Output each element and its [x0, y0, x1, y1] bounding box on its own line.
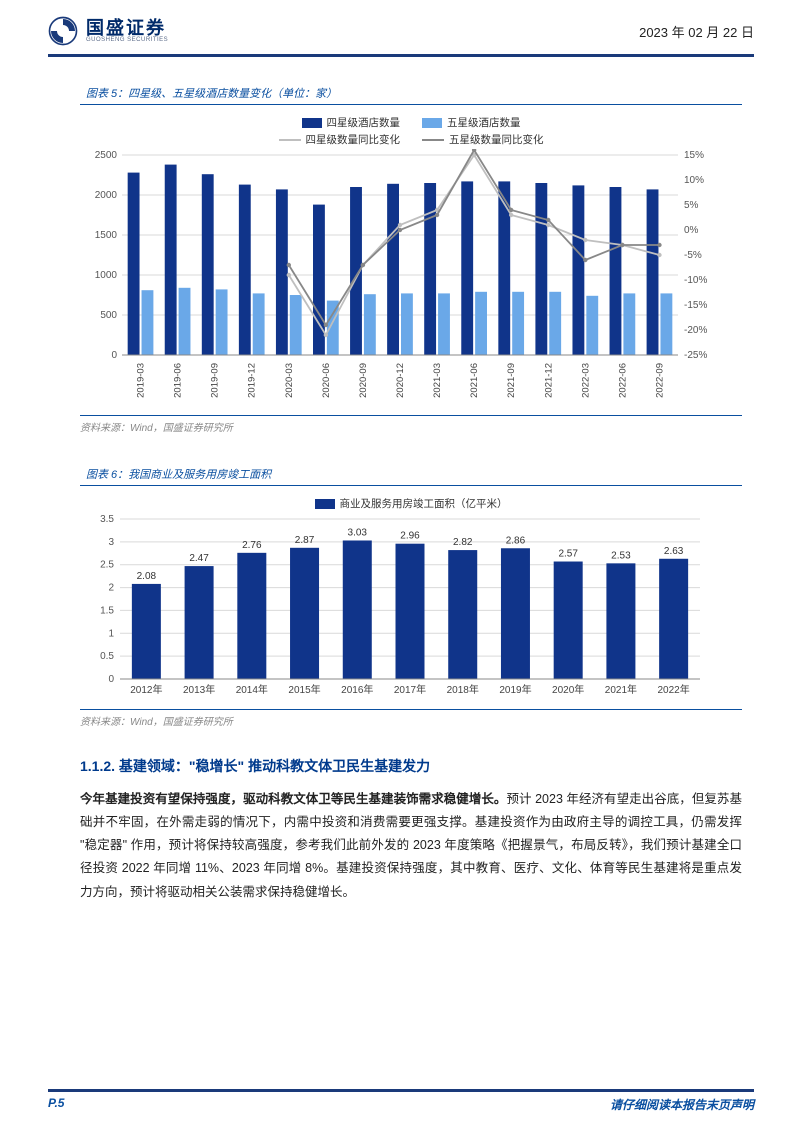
svg-text:1500: 1500 — [95, 230, 118, 241]
svg-text:1.5: 1.5 — [100, 605, 114, 616]
svg-text:2.82: 2.82 — [453, 537, 473, 548]
report-date: 2023 年 02 月 22 日 — [639, 22, 754, 41]
svg-text:2020-06: 2020-06 — [321, 363, 332, 398]
logo-block: 国盛证券 GUOSHENG SECURITIES — [48, 16, 168, 46]
svg-text:2.63: 2.63 — [664, 546, 684, 557]
svg-text:2019-03: 2019-03 — [136, 363, 147, 398]
svg-text:0: 0 — [108, 674, 114, 685]
chart5-source: 资料来源：Wind，国盛证券研究所 — [80, 415, 742, 434]
svg-text:2020年: 2020年 — [552, 683, 584, 696]
para-rest: 预计 2023 年经济有望走出谷底，但复苏基础并不牢固，在外需走弱的情况下，内需… — [80, 792, 742, 899]
chart5-legend-line1: 四星级数量同比变化 — [306, 132, 401, 147]
chart6-legend: 商业及服务用房竣工面积（亿平米） — [340, 496, 508, 511]
footer-divider — [48, 1089, 754, 1092]
svg-text:2022-03: 2022-03 — [580, 363, 591, 398]
header-divider — [48, 54, 754, 57]
svg-text:3: 3 — [108, 537, 114, 548]
svg-text:2021-09: 2021-09 — [506, 363, 517, 398]
chart5-container: 四星级酒店数量 五星级酒店数量 四星级数量同比变化 五星级数量同比变化 0 500… — [80, 115, 742, 409]
svg-text:1: 1 — [108, 628, 114, 639]
svg-text:-10%: -10% — [684, 275, 707, 286]
svg-text:2019-06: 2019-06 — [173, 363, 184, 398]
para-bold: 今年基建投资有望保持强度，驱动科教文体卫等民生基建装饰需求稳健增长。 — [80, 792, 506, 806]
chart6-svg: 00.511.522.533.52.082012年2.472013年2.7620… — [80, 513, 720, 703]
svg-text:2.87: 2.87 — [295, 535, 315, 546]
svg-text:2022-06: 2022-06 — [617, 363, 628, 398]
svg-text:-20%: -20% — [684, 325, 707, 336]
svg-text:3.03: 3.03 — [348, 527, 368, 538]
svg-text:2.76: 2.76 — [242, 540, 262, 551]
svg-text:2021年: 2021年 — [605, 683, 637, 696]
company-name-cn: 国盛证券 — [86, 19, 168, 37]
chart5-legend-bar1: 四星级酒店数量 — [327, 115, 401, 130]
chart6-title: 图表 6：我国商业及服务用房竣工面积 — [80, 462, 742, 486]
svg-text:2.86: 2.86 — [506, 535, 526, 546]
svg-text:2016年: 2016年 — [341, 683, 373, 696]
svg-text:1000: 1000 — [95, 270, 118, 281]
svg-text:2.96: 2.96 — [400, 531, 420, 542]
svg-text:2022-09: 2022-09 — [654, 363, 665, 398]
svg-text:0.5: 0.5 — [100, 651, 114, 662]
svg-text:2.57: 2.57 — [558, 549, 578, 560]
page-header: 国盛证券 GUOSHENG SECURITIES 2023 年 02 月 22 … — [0, 0, 802, 54]
svg-text:2021-06: 2021-06 — [469, 363, 480, 398]
chart5-title: 图表 5：四星级、五星级酒店数量变化（单位：家） — [80, 81, 742, 105]
svg-text:2019-12: 2019-12 — [247, 363, 258, 398]
svg-text:-25%: -25% — [684, 350, 707, 361]
footer-disclaimer: 请仔细阅读本报告末页声明 — [610, 1096, 754, 1113]
svg-text:2019-09: 2019-09 — [210, 363, 221, 398]
svg-text:2020-09: 2020-09 — [358, 363, 369, 398]
svg-text:5%: 5% — [684, 200, 699, 211]
chart5-svg: 0 500 1000 1500 2000 2500 -25% -20% -15% -10% -5% 0… — [80, 149, 720, 409]
svg-text:2021-12: 2021-12 — [543, 363, 554, 398]
chart6-source: 资料来源：Wind，国盛证券研究所 — [80, 709, 742, 728]
svg-text:15%: 15% — [684, 150, 704, 161]
svg-text:2.08: 2.08 — [137, 571, 157, 582]
svg-text:2000: 2000 — [95, 190, 118, 201]
svg-text:10%: 10% — [684, 175, 704, 186]
svg-text:-15%: -15% — [684, 300, 707, 311]
svg-text:2020-12: 2020-12 — [395, 363, 406, 398]
logo-icon — [48, 16, 78, 46]
svg-text:2014年: 2014年 — [236, 683, 268, 696]
svg-text:0%: 0% — [684, 225, 699, 236]
svg-text:2015年: 2015年 — [288, 683, 320, 696]
svg-text:2017年: 2017年 — [394, 683, 426, 696]
chart6-container: 商业及服务用房竣工面积（亿平米） 00.511.522.533.52.08201… — [80, 496, 742, 703]
svg-text:2012年: 2012年 — [130, 683, 162, 696]
svg-text:2.47: 2.47 — [189, 553, 209, 564]
chart5-legend-line2: 五星级数量同比变化 — [449, 132, 544, 147]
page-footer: P.5 请仔细阅读本报告末页声明 — [48, 1089, 754, 1113]
svg-text:500: 500 — [100, 310, 117, 321]
svg-text:0: 0 — [111, 350, 117, 361]
svg-text:2019年: 2019年 — [499, 683, 531, 696]
svg-text:-5%: -5% — [684, 250, 702, 261]
svg-text:3.5: 3.5 — [100, 514, 114, 525]
svg-text:2013年: 2013年 — [183, 683, 215, 696]
page-number: P.5 — [48, 1096, 64, 1113]
svg-text:2.53: 2.53 — [611, 550, 631, 561]
svg-text:2018年: 2018年 — [447, 683, 479, 696]
section-paragraph: 今年基建投资有望保持强度，驱动科教文体卫等民生基建装饰需求稳健增长。预计 202… — [80, 788, 742, 904]
chart5-legend-bar2: 五星级酒店数量 — [447, 115, 521, 130]
svg-text:2500: 2500 — [95, 150, 118, 161]
svg-text:2.5: 2.5 — [100, 560, 114, 571]
svg-text:2022年: 2022年 — [658, 683, 690, 696]
svg-text:2020-03: 2020-03 — [284, 363, 295, 398]
page-content: 图表 5：四星级、五星级酒店数量变化（单位：家） 四星级酒店数量 五星级酒店数量… — [0, 63, 802, 904]
company-name-en: GUOSHENG SECURITIES — [86, 37, 168, 43]
svg-text:2: 2 — [108, 583, 114, 594]
svg-text:2021-03: 2021-03 — [432, 363, 443, 398]
section-heading: 1.1.2. 基建领域："稳增长" 推动科教文体卫民生基建发力 — [80, 756, 742, 776]
